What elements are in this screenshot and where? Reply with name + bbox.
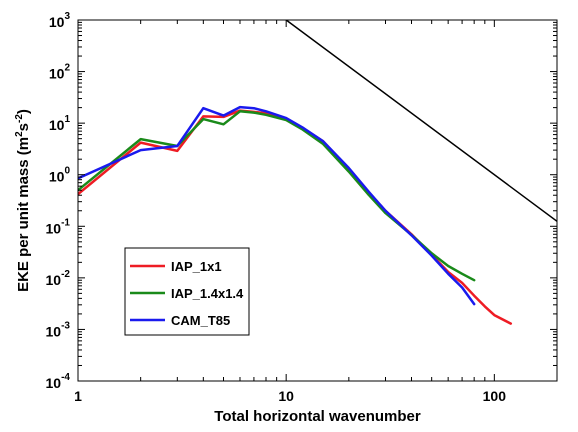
plot-frame — [77, 19, 558, 382]
y-tick-exponent: -1 — [61, 217, 70, 228]
y-tick-base: 10 — [46, 272, 62, 288]
y-axis-title: EKE per unit mass (m2s-2) — [14, 109, 32, 292]
y-tick-base: 10 — [49, 66, 65, 82]
y-tick-base: 10 — [49, 169, 65, 185]
reference-slope-line — [285, 20, 557, 223]
x-tick-label: 1 — [74, 388, 82, 404]
y-axis-title-sup1: 2 — [14, 131, 25, 137]
y-tick-base: 10 — [49, 14, 65, 30]
y-tick-label: 102 — [49, 63, 71, 82]
y-axis-title-main: EKE per unit mass (m — [15, 137, 32, 292]
x-tick-label: 100 — [483, 388, 507, 404]
y-tick-exponent: 2 — [64, 63, 70, 74]
legend: IAP_1x1 IAP_1.4x1.4 CAM_T85 — [124, 247, 250, 336]
y-tick-label: 101 — [49, 114, 71, 133]
y-tick-label: 10-4 — [46, 372, 71, 391]
y-tick-label: 10-3 — [46, 320, 71, 339]
y-axis-title-sup2: -2 — [14, 114, 25, 123]
y-tick-base: 10 — [46, 220, 62, 236]
y-tick-exponent: 3 — [64, 11, 70, 22]
y-tick-exponent: 1 — [64, 114, 70, 125]
series-layer — [78, 20, 557, 325]
legend-label: IAP_1.4x1.4 — [171, 286, 244, 301]
legend-label: CAM_T85 — [171, 313, 230, 328]
y-tick-label: 100 — [49, 166, 71, 185]
y-axis-title-end: ) — [15, 109, 32, 114]
y-tick-label: 103 — [49, 11, 71, 30]
series-line-cam-t85 — [78, 105, 476, 306]
y-tick-base: 10 — [49, 117, 65, 133]
y-tick-label: 10-2 — [46, 269, 71, 288]
y-tick-exponent: -2 — [61, 269, 70, 280]
y-tick-exponent: -4 — [61, 372, 70, 383]
series-line-iap-1-4x1-4 — [78, 110, 476, 282]
y-tick-base: 10 — [46, 323, 62, 339]
x-axis-title: Total horizontal wavenumber — [214, 408, 421, 425]
y-tick-exponent: 0 — [64, 166, 70, 177]
tick-layer — [77, 19, 558, 382]
y-axis-title-mid: s — [15, 123, 32, 131]
legend-box — [124, 247, 250, 336]
x-tick-label: 10 — [278, 388, 294, 404]
y-tick-label: 10-1 — [46, 217, 71, 236]
y-tick-base: 10 — [46, 375, 62, 391]
legend-label: IAP_1x1 — [171, 259, 222, 274]
y-tick-exponent: -3 — [61, 320, 70, 331]
